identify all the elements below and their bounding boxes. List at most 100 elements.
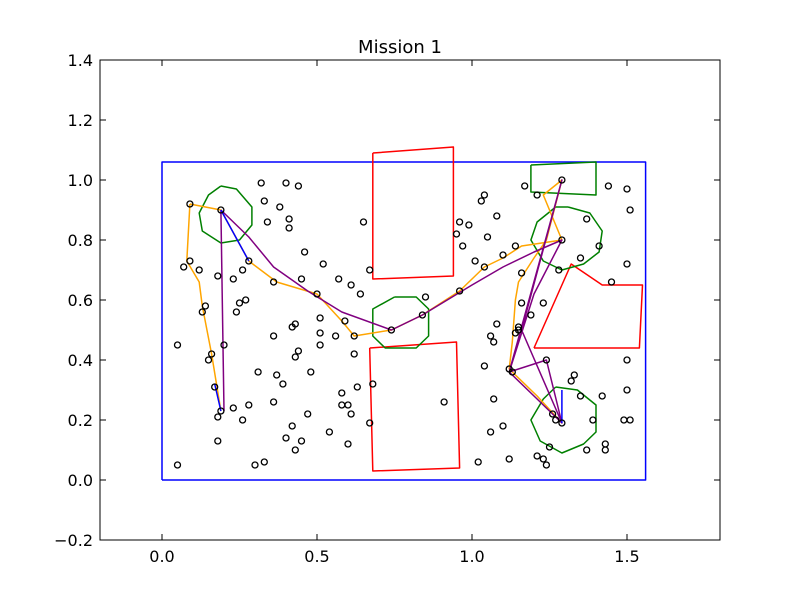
scatter-point <box>555 266 563 274</box>
scatter-point <box>418 311 427 319</box>
scatter-point <box>570 371 578 379</box>
scatter-point <box>294 347 303 355</box>
scatter-point <box>452 230 461 238</box>
scatter-point <box>217 407 225 415</box>
scatter-point <box>558 419 566 427</box>
scatter-point <box>350 350 358 358</box>
axis-ticks: 0.0 0.5 1.0 1.5 −0.2 0.0 0.2 0.4 0.6 0.8 1.0 1.2 1.4 <box>54 51 720 566</box>
obstacle-outline-3 <box>533 263 644 349</box>
x-tick-label: 1.0 <box>459 547 484 566</box>
scatter-point <box>335 275 343 283</box>
x-tick-label: 0.5 <box>304 547 329 566</box>
scatter-point <box>533 191 541 199</box>
obstacle-outline-2 <box>368 341 461 472</box>
y-tick-label: 1.4 <box>68 51 93 70</box>
scatter-point <box>548 410 557 418</box>
scatter-point <box>173 341 182 349</box>
scatter-point <box>542 356 551 364</box>
scatter-point <box>480 263 489 271</box>
scatter-point <box>583 215 591 223</box>
scatter-point <box>316 341 324 349</box>
scatter-point <box>180 263 188 271</box>
plot-content <box>161 146 647 481</box>
scatter-point <box>214 413 222 421</box>
route-blue-line-2 <box>213 383 222 412</box>
scatter-point <box>297 437 306 445</box>
scatter-point <box>242 296 250 304</box>
scatter-point <box>440 398 448 406</box>
scatter-point <box>558 236 566 244</box>
scatter-point <box>623 356 631 364</box>
scatter-point <box>344 440 352 448</box>
scatter-point <box>217 206 225 214</box>
scatter-point <box>204 356 213 364</box>
scatter-point <box>508 368 516 376</box>
scatter-point <box>539 455 547 463</box>
scatter-point <box>220 341 228 349</box>
scatter-point <box>505 455 513 463</box>
region-outline-2 <box>372 296 430 349</box>
scatter-point <box>214 272 222 280</box>
scatter-point <box>344 401 352 409</box>
scatter-point <box>238 416 247 424</box>
scatter-point <box>465 221 473 229</box>
scatter-point <box>369 380 377 388</box>
scatter-point <box>480 362 489 370</box>
scatter-point <box>421 293 430 301</box>
scatter-point <box>214 437 222 445</box>
scatter-point <box>325 428 334 436</box>
region-outline-3 <box>530 161 597 196</box>
scatter-point <box>493 212 501 220</box>
scatter-point <box>173 461 182 469</box>
scatter-point <box>626 206 634 214</box>
scatter-point <box>195 266 203 274</box>
scatter-point <box>316 314 324 322</box>
scatter-point <box>490 395 498 403</box>
chart-title: Mission 1 <box>358 37 442 58</box>
scatter-point <box>366 266 374 274</box>
scatter-point <box>455 218 464 226</box>
scatter-point <box>623 185 631 193</box>
scatter-point <box>521 182 529 190</box>
scatter-point <box>291 446 299 454</box>
scatter-point <box>245 257 253 265</box>
scatter-point <box>186 200 194 208</box>
scatter-point <box>545 443 554 451</box>
scatter-point <box>517 299 526 307</box>
scatter-point <box>331 332 340 340</box>
scatter-point <box>347 281 355 289</box>
scatter-point <box>455 287 464 295</box>
y-tick-label: 0.0 <box>68 471 93 490</box>
scatter-point <box>269 332 278 340</box>
scatter-point <box>282 434 290 442</box>
scatter-point <box>604 182 613 190</box>
scatter-point <box>486 332 495 340</box>
scatter-point <box>477 197 485 205</box>
scatter-point <box>552 416 560 424</box>
scatter-point <box>626 416 634 424</box>
scatter-point <box>353 383 361 391</box>
scatter-point <box>539 299 547 307</box>
scatter-point <box>269 398 278 406</box>
scatter-point <box>601 440 609 448</box>
scatter-point <box>238 266 247 274</box>
scatter-point <box>300 248 309 256</box>
scatter-point <box>558 176 566 184</box>
scatter-point <box>279 380 287 388</box>
scatter-point <box>483 233 492 241</box>
y-tick-label: 0.4 <box>68 351 93 370</box>
scatter-point <box>583 446 591 454</box>
x-tick-label: 1.5 <box>614 547 639 566</box>
route-orange-line-2 <box>186 203 222 412</box>
route-purple-line-2 <box>220 209 225 412</box>
y-tick-label: 0.8 <box>68 231 93 250</box>
scatter-point <box>347 410 355 418</box>
scatter-point <box>291 320 299 328</box>
scatter-point <box>316 329 324 337</box>
scatter-point <box>341 317 349 325</box>
scatter-point <box>486 428 495 436</box>
scatter-point <box>297 275 306 283</box>
scatter-point <box>235 299 244 307</box>
scatter-point <box>294 182 303 190</box>
scatter-point <box>260 197 268 205</box>
